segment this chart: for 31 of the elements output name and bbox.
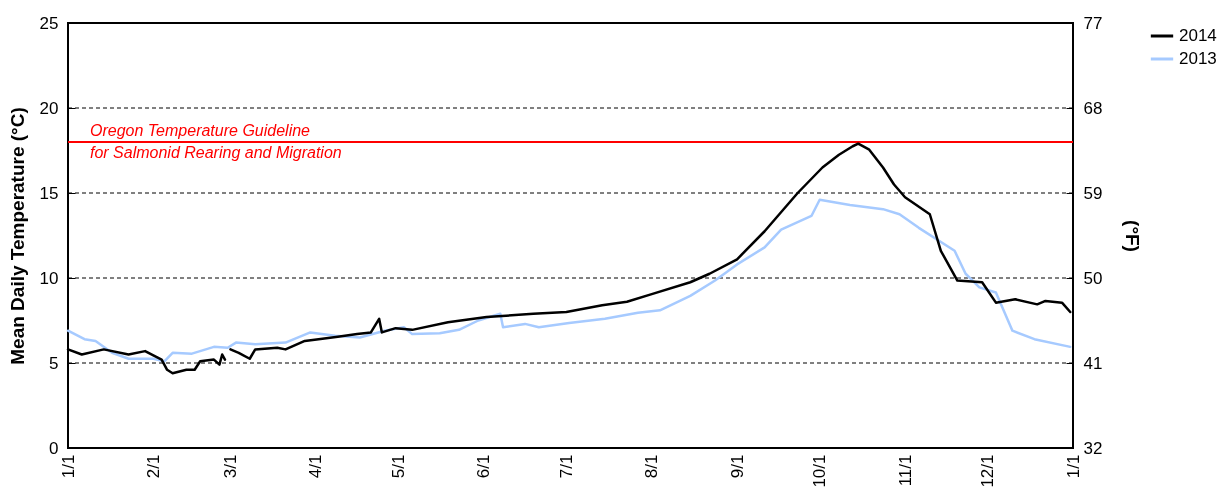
x-tick-label: 4/1 xyxy=(306,454,326,479)
y2-axis-title: (°F) xyxy=(1122,220,1144,252)
x-tick-label: 11/1 xyxy=(895,454,915,487)
y2-tick-label: 59 xyxy=(1083,183,1103,203)
x-tick-label: 1/1 xyxy=(58,454,78,479)
line-series xyxy=(66,198,1072,363)
y2-tick-label: 50 xyxy=(1083,268,1103,288)
legend-label: 2013 xyxy=(1179,49,1217,68)
y2-tick-label: 32 xyxy=(1083,438,1103,458)
y-tick-label: 20 xyxy=(39,98,59,118)
y-axis-title: Mean Daily Temperature (°C) xyxy=(6,107,28,365)
x-tick-label: 3/1 xyxy=(220,454,240,479)
x-tick-label: 12/1 xyxy=(978,454,998,488)
y2-tick-label: 77 xyxy=(1083,13,1103,33)
y-tick-label: 10 xyxy=(39,268,59,288)
y-tick-label: 0 xyxy=(49,438,59,458)
x-tick-label: 6/1 xyxy=(474,454,494,479)
y2-tick-label: 68 xyxy=(1083,98,1103,118)
x-tick-label: 1/1 xyxy=(1063,454,1083,479)
x-tick-label: 5/1 xyxy=(388,454,408,479)
y-tick-label: 15 xyxy=(39,183,59,203)
x-tick-label: 7/1 xyxy=(556,454,576,479)
x-tick-label: 9/1 xyxy=(727,454,747,479)
x-tick-label: 8/1 xyxy=(642,454,662,479)
x-tick-label: 10/1 xyxy=(810,454,830,488)
x-tick-label: 2/1 xyxy=(143,454,163,479)
legend-label: 2014 xyxy=(1179,26,1217,45)
y-tick-label: 5 xyxy=(49,353,59,373)
ref-line-label: Oregon Temperature Guideline for Salmonid Rearing and Migration xyxy=(90,122,342,161)
y2-tick-label: 41 xyxy=(1083,353,1103,373)
y-tick-label: 25 xyxy=(39,13,59,33)
